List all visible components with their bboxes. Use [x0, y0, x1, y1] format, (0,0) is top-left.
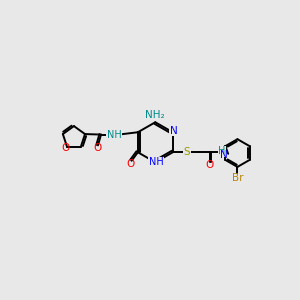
- Text: Br: Br: [232, 173, 243, 183]
- Text: O: O: [61, 143, 70, 153]
- Text: H: H: [218, 146, 226, 157]
- Text: NH: NH: [149, 157, 164, 167]
- Text: N: N: [170, 126, 177, 136]
- Text: O: O: [206, 160, 214, 170]
- Text: S: S: [184, 147, 190, 157]
- Text: NH₂: NH₂: [146, 110, 165, 119]
- Text: O: O: [93, 143, 101, 153]
- Text: O: O: [127, 159, 135, 169]
- Text: N: N: [220, 150, 228, 160]
- Text: NH: NH: [107, 130, 122, 140]
